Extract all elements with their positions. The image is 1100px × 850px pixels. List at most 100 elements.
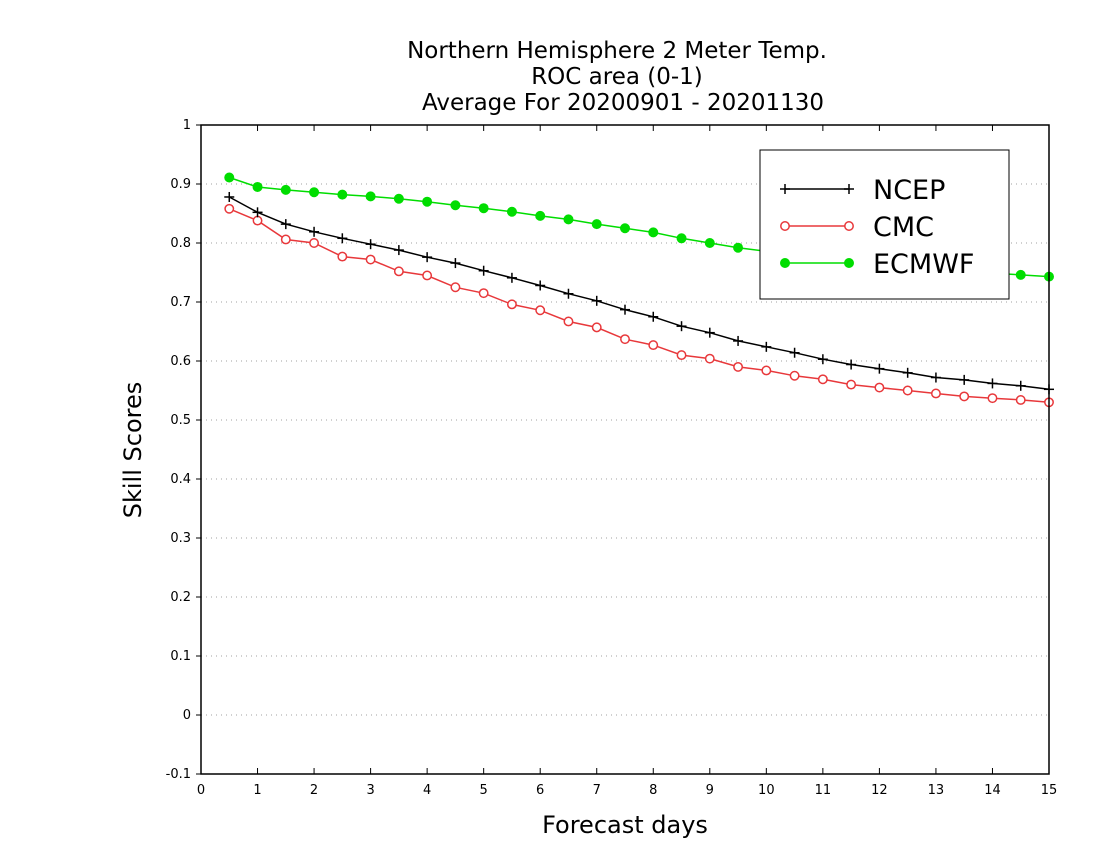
data-point-ncep [874, 363, 885, 374]
data-point-ncep [676, 321, 687, 332]
y-tick-label: 0.4 [170, 472, 191, 487]
data-point-cmc [422, 270, 433, 281]
x-tick-label: 9 [706, 783, 714, 798]
y-tick-label: -0.1 [166, 767, 191, 782]
x-tick-label: 4 [423, 783, 431, 798]
legend-entry-ncep: NCEP [780, 175, 945, 206]
data-point-ecmwf [563, 214, 574, 225]
series-cmc [224, 203, 1054, 408]
data-point-ncep [987, 378, 998, 389]
x-tick-label: 6 [536, 783, 544, 798]
data-point-ncep [902, 367, 913, 378]
data-point-ncep [393, 245, 404, 256]
data-point-cmc [761, 365, 772, 376]
axis-ticks: -0.100.10.20.30.40.50.60.70.80.910 1 2 3 4 5 6… [166, 118, 1058, 798]
data-point-ncep [789, 347, 800, 358]
data-point-ncep [648, 311, 659, 322]
title-line-3: Average For 20200901 - 20201130 [422, 90, 824, 116]
data-point-cmc [478, 288, 489, 299]
data-point-ncep [422, 252, 433, 263]
data-point-cmc [309, 238, 320, 248]
y-tick-label: 0 [183, 708, 191, 723]
x-tick-label: 2 [310, 783, 318, 798]
data-point-ecmwf [365, 191, 376, 202]
x-tick-label: 13 [928, 783, 945, 798]
x-tick-label: 15 [1041, 783, 1058, 798]
y-tick-label: 0.6 [170, 354, 191, 369]
x-tick-label: 1 [253, 783, 261, 798]
data-point-cmc [393, 266, 404, 277]
data-point-ncep [733, 335, 744, 346]
legend-marker-ecmwf [780, 258, 790, 268]
data-point-cmc [535, 305, 546, 316]
data-point-cmc [620, 334, 630, 345]
data-point-ecmwf [704, 238, 715, 248]
legend-marker-cmc [780, 221, 790, 231]
y-tick-label: 1 [183, 118, 191, 133]
data-point-cmc [733, 361, 744, 372]
legend-box [759, 149, 1010, 300]
y-tick-label: 0.8 [170, 236, 191, 251]
data-point-cmc [930, 388, 941, 399]
data-point-ncep [309, 226, 320, 237]
data-point-ecmwf [648, 227, 659, 238]
data-point-ncep [959, 374, 970, 385]
data-point-cmc [676, 350, 687, 361]
data-point-cmc [591, 322, 602, 333]
data-point-ncep [930, 372, 941, 383]
legend-marker-cmc [844, 221, 854, 231]
legend-entry-cmc: CMC [780, 212, 934, 243]
legend-marker-ncep [844, 184, 854, 194]
x-tick-label: 10 [758, 783, 775, 798]
data-point-ecmwf [1015, 269, 1026, 280]
series-line-ncep [228, 196, 1050, 391]
x-tick-label: 7 [593, 783, 601, 798]
data-point-ncep [620, 304, 630, 315]
data-point-cmc [817, 374, 828, 385]
data-point-cmc [704, 353, 715, 364]
legend-marker-ecmwf [844, 258, 854, 268]
data-point-cmc [1015, 394, 1026, 405]
legend-marker-ncep [780, 184, 790, 194]
data-point-ncep [224, 191, 235, 202]
x-tick-label: 8 [649, 783, 657, 798]
data-point-ecmwf [224, 172, 235, 183]
data-point-ncep [846, 359, 857, 370]
data-point-ecmwf [280, 184, 291, 195]
data-point-cmc [902, 385, 913, 396]
legend-entries: NCEP CMC ECMWF [780, 175, 974, 280]
chart-title: Northern Hemisphere 2 Meter Temp. ROC ar… [407, 38, 827, 116]
data-point-ncep [1015, 380, 1026, 391]
data-point-ecmwf [393, 193, 404, 204]
data-point-cmc [224, 203, 235, 214]
data-point-cmc [337, 251, 348, 262]
data-point-ncep [450, 258, 461, 269]
data-point-ncep [478, 265, 489, 276]
x-axis-label: Forecast days [542, 811, 708, 839]
data-point-ncep [704, 327, 715, 338]
data-point-cmc [252, 215, 263, 226]
legend-label-ecmwf: ECMWF [873, 249, 974, 280]
title-line-2: ROC area (0-1) [531, 64, 703, 90]
legend-entry-ecmwf: ECMWF [780, 249, 974, 280]
data-point-ncep [506, 272, 517, 283]
data-point-ncep [761, 341, 772, 352]
y-tick-label: 0.3 [170, 531, 191, 546]
data-point-ecmwf [337, 189, 348, 200]
y-axis-label: Skill Scores [119, 382, 147, 519]
y-tick-label: 0.7 [170, 295, 191, 310]
data-point-ecmwf [506, 206, 517, 217]
x-tick-label: 5 [480, 783, 488, 798]
data-point-ncep [280, 219, 291, 230]
data-point-cmc [789, 370, 800, 381]
data-point-ecmwf [450, 200, 461, 211]
y-tick-label: 0.5 [170, 413, 191, 428]
x-tick-label: 14 [984, 783, 1001, 798]
data-point-ecmwf [591, 219, 602, 230]
y-tick-label: 0.9 [170, 177, 191, 192]
data-point-ncep [817, 354, 828, 365]
data-point-ecmwf [422, 196, 433, 207]
data-point-ncep [591, 295, 602, 306]
data-point-cmc [959, 391, 970, 402]
